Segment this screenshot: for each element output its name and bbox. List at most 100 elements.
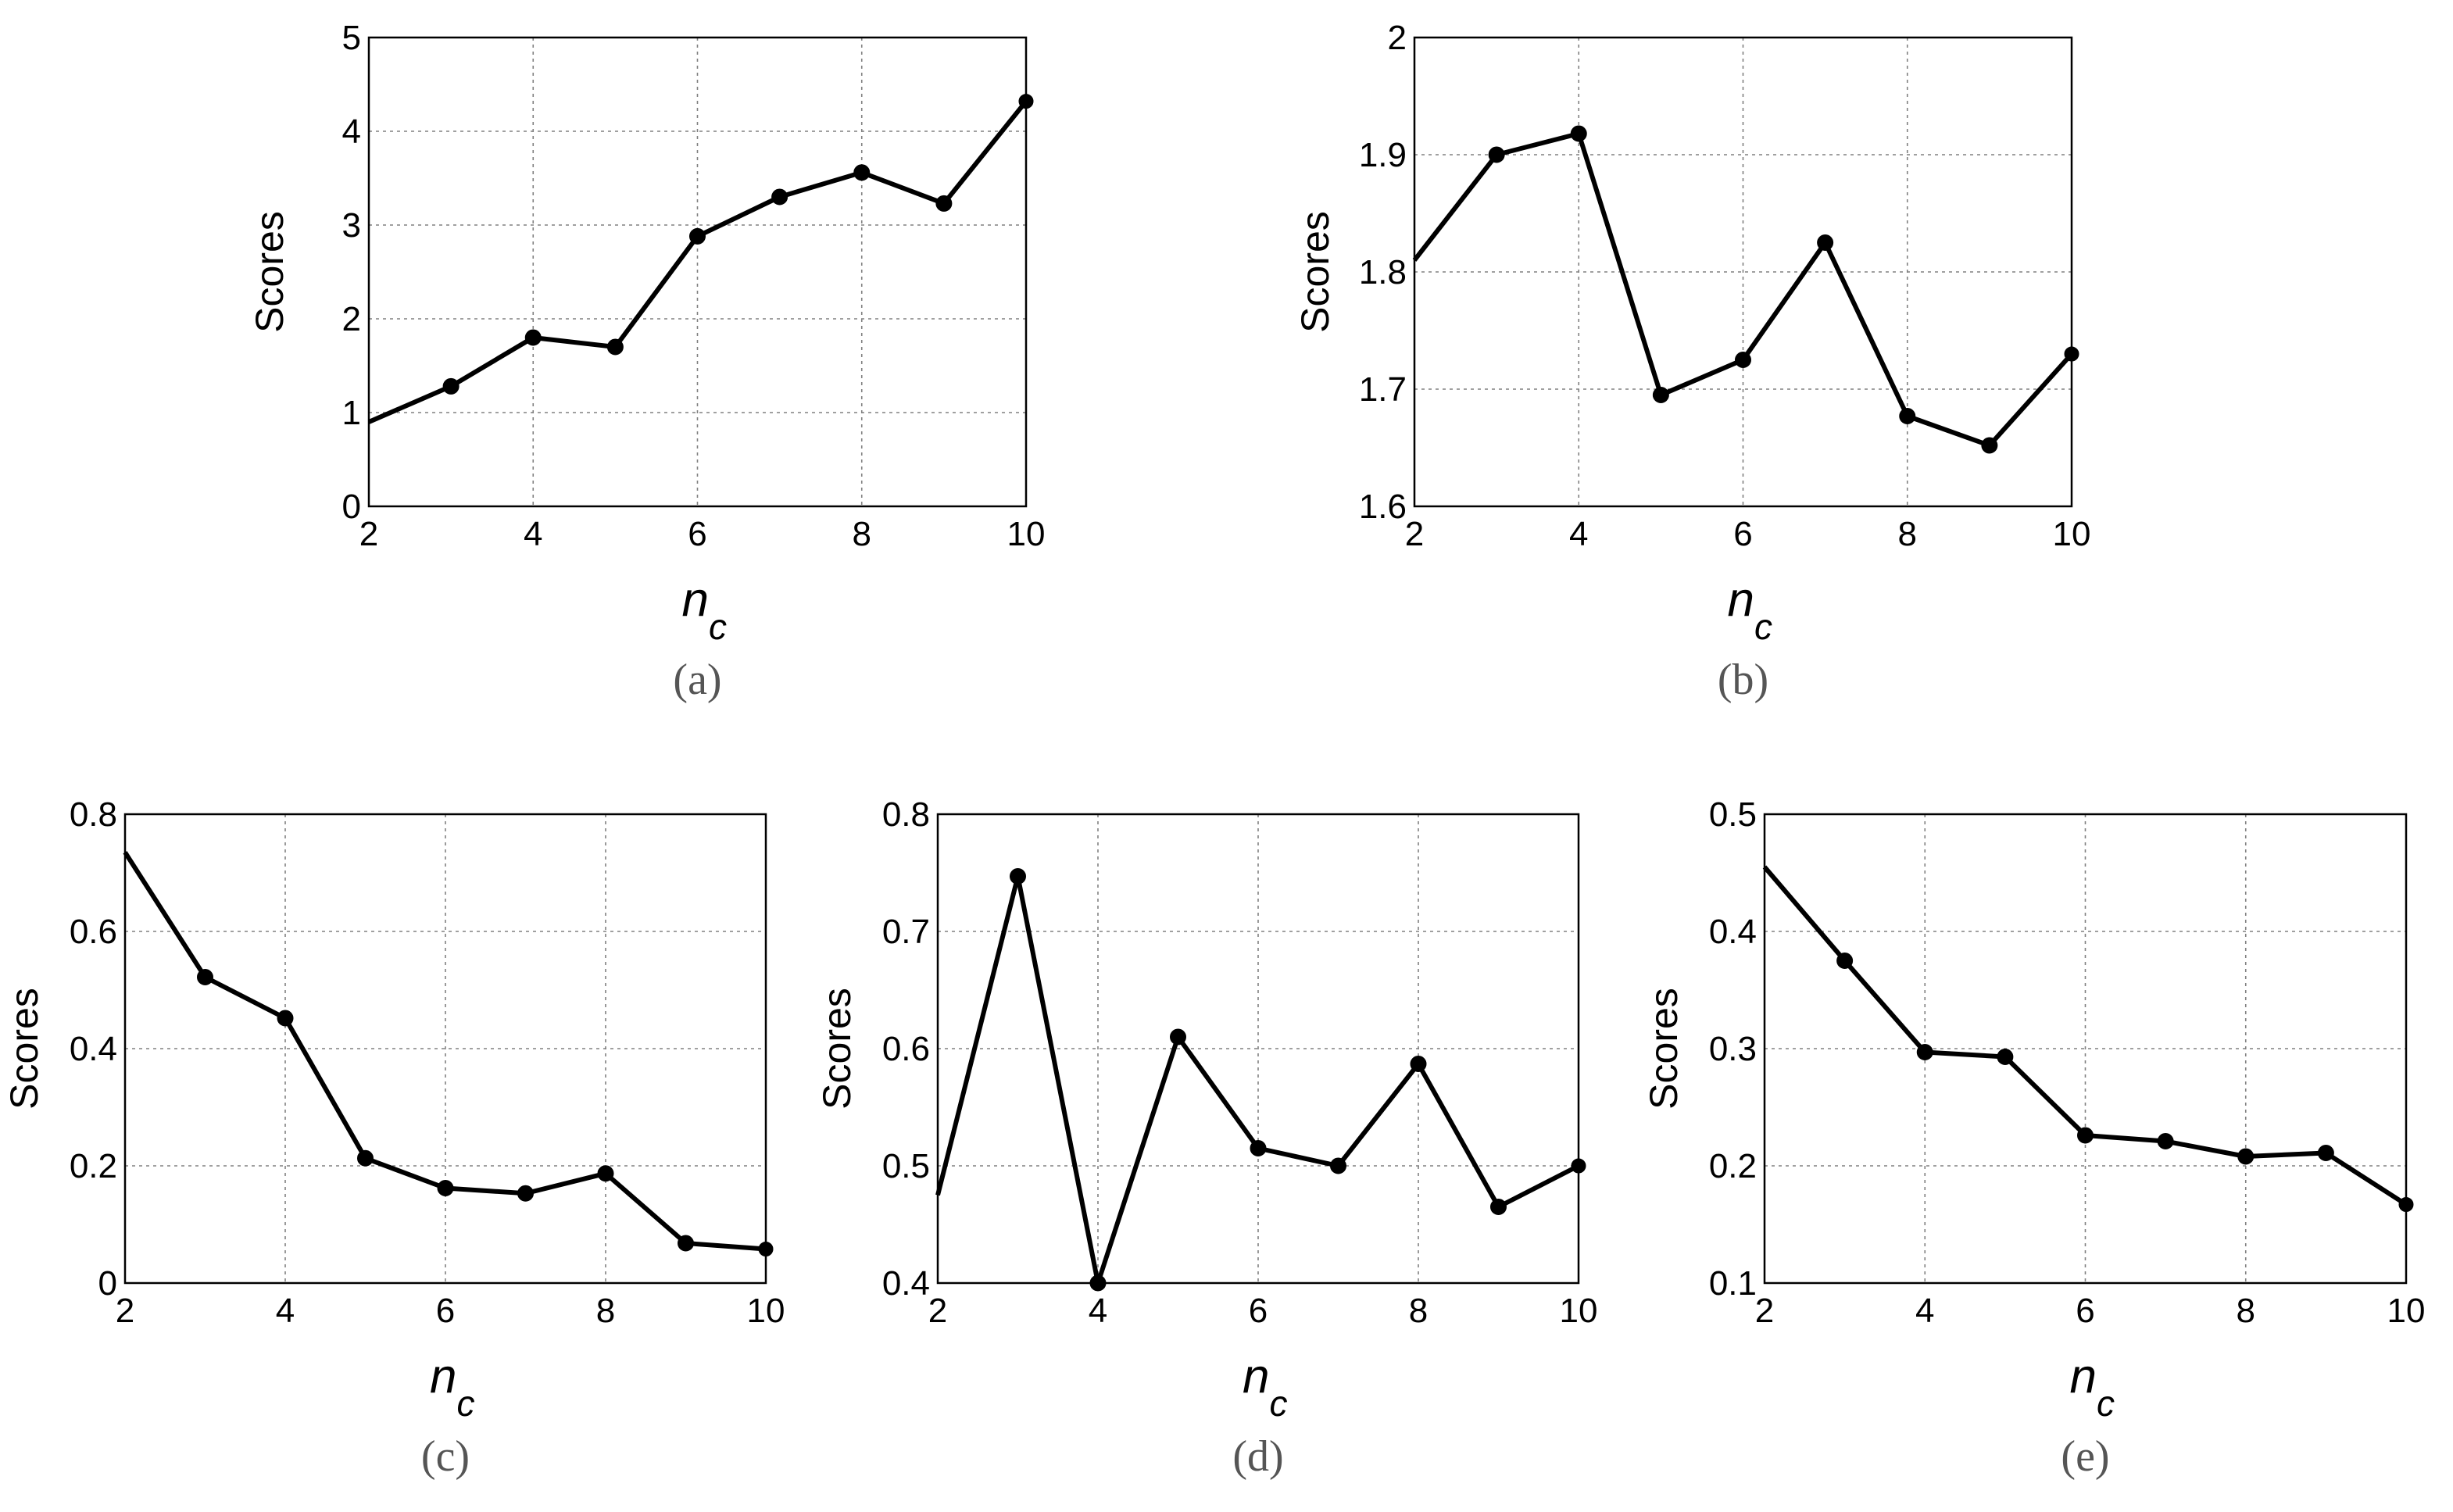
plot-frame [123,813,767,1285]
x-tick-label: 10 [2053,515,2091,553]
y-tick-label: 0 [342,488,361,526]
y-tick-label: 0.4 [1709,913,1757,951]
chart-panel-2: 2 4 6 8 10 1.6 1.7 1.8 1.9 2 Scores nc (b) [1293,19,2090,704]
data-point [1981,437,1998,454]
x-tick-label: 10 [1007,515,1046,553]
x-axis-label-main: n [1243,1349,1269,1403]
data-point [1570,125,1587,142]
x-axis-label: nc [682,573,727,647]
x-tick-label: 2 [359,515,378,553]
data-point [2317,1145,2334,1161]
data-point [437,1180,454,1196]
y-tick-label: 2 [1388,19,1407,57]
x-axis-label-subscript: c [2097,1383,2115,1424]
data-point [1330,1157,1346,1174]
data-point [1916,1044,1933,1060]
data-point [1490,1199,1507,1215]
y-tick-label: 1.9 [1359,136,1407,174]
x-axis-label-subscript: c [709,606,727,647]
y-axis-label: Scores [2,988,46,1110]
series-line [935,874,1580,1285]
y-tick-label: 0.5 [882,1147,930,1185]
series-line [367,99,1028,424]
data-point [1170,1028,1186,1046]
x-tick-label: 2 [116,1292,134,1330]
x-tick-label: 8 [1409,1292,1428,1330]
panel-label: (b) [1718,656,1768,704]
x-tick-label: 8 [853,515,871,553]
chart-panel-3: 2 4 6 8 10 0 0.2 0.4 0.6 0.8 Scores nc (c) [2,795,785,1481]
data-point [2077,1127,2094,1144]
panel-label: (e) [2061,1432,2109,1481]
y-axis-label: Scores [248,211,291,333]
y-tick-label: 1.7 [1359,370,1407,409]
data-point [2157,1133,2174,1149]
data-point [1735,352,1751,368]
x-tick-label: 8 [2237,1292,2255,1330]
data-point [1410,1056,1427,1072]
x-tick-label: 4 [276,1292,295,1330]
plot-frame [367,36,1028,508]
x-tick-label: 8 [596,1292,615,1330]
data-point [935,195,953,212]
data-point [1899,408,1916,424]
data-point [758,1242,774,1256]
data-point [1817,234,1834,251]
data-point [277,1010,294,1027]
panel-label: (a) [673,656,721,704]
panel-label: (d) [1232,1432,1283,1481]
y-tick-label: 1 [342,394,361,432]
y-tick-label: 1.6 [1359,488,1407,526]
data-point [1018,94,1034,109]
y-axis-label: Scores [815,988,859,1110]
x-axis-label: nc [1728,573,1772,647]
data-point [442,377,459,395]
y-tick-label: 4 [342,113,361,151]
data-point [517,1185,534,1202]
chart-panel-4: 2 4 6 8 10 0.4 0.5 0.6 0.7 0.8 Scores nc (d) [815,795,1597,1481]
data-point [1488,146,1505,163]
data-point [1010,868,1026,885]
chart-panel-1: 2 4 6 8 10 0 1 2 3 4 5 Scores nc (a) [248,19,1045,704]
y-tick-label: 0.5 [1709,795,1757,834]
x-tick-label: 6 [2076,1292,2094,1330]
x-tick-label: 4 [1569,515,1588,553]
y-axis-label: Scores [1642,988,1686,1110]
chart-panel-5: 2 4 6 8 10 0.1 0.2 0.3 0.4 0.5 Scores nc (e) [1642,795,2425,1481]
data-point [524,329,542,346]
data-point [197,969,213,985]
x-axis-label: nc [2070,1349,2115,1424]
data-point [357,1149,374,1167]
x-tick-label: 10 [2387,1292,2426,1330]
plot-frame [936,813,1580,1285]
x-tick-label: 6 [1733,515,1752,553]
x-axis-label-main: n [1728,573,1754,627]
y-tick-label: 3 [342,206,361,245]
data-point [1089,1274,1107,1292]
x-tick-label: 2 [1755,1292,1774,1330]
data-point [1652,387,1669,403]
x-tick-label: 6 [1249,1292,1268,1330]
plot-frame [1413,36,2073,508]
data-point [1250,1140,1267,1156]
x-axis-label: nc [430,1349,474,1424]
x-tick-label: 2 [928,1292,947,1330]
data-point [597,1165,614,1182]
y-tick-label: 0.4 [70,1030,117,1068]
x-axis-label-main: n [682,573,709,627]
y-tick-label: 0.8 [882,795,930,834]
y-tick-label: 0 [98,1264,117,1303]
y-tick-label: 0.6 [882,1030,930,1068]
y-tick-label: 0.4 [882,1264,930,1303]
data-point [2064,346,2079,362]
y-tick-label: 0.6 [70,913,117,951]
data-point [2237,1148,2255,1165]
data-point [1571,1158,1586,1174]
data-point [853,164,871,181]
x-tick-label: 6 [688,515,706,553]
y-axis-label: Scores [1293,211,1337,333]
x-tick-label: 4 [1089,1292,1107,1330]
y-tick-label: 1.8 [1359,253,1407,291]
data-point [771,188,788,206]
